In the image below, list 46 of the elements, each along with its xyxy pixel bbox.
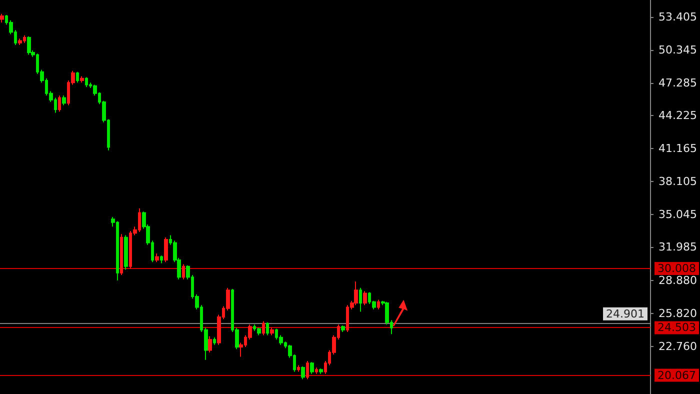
y-tick-label: 38.105: [658, 174, 698, 188]
y-tick-label: 25.820: [658, 307, 698, 320]
candlestick: [213, 336, 216, 346]
candlestick: [315, 366, 318, 374]
candlestick: [306, 360, 309, 380]
ref-line-label: 24.901: [606, 307, 645, 320]
candlestick: [160, 255, 163, 264]
candlestick: [354, 280, 358, 306]
candlestick: [124, 234, 128, 270]
candlestick: [80, 76, 84, 84]
y-tick-label: 50.345: [658, 43, 698, 56]
candlestick: [155, 253, 159, 263]
y-tick-label: 41.165: [658, 142, 698, 156]
candlestick: [319, 368, 323, 374]
candlestick: [310, 362, 314, 374]
y-tick-label: 53.405: [658, 10, 698, 24]
candlestick: [270, 327, 274, 336]
ref-line-label: 24.503: [658, 321, 696, 334]
candlestick: [58, 95, 61, 112]
candlestick: [0, 13, 4, 23]
candlestick: [266, 322, 269, 336]
candlestick: [363, 290, 367, 306]
candlestick: [341, 325, 345, 332]
candlestick: [359, 287, 362, 312]
y-tick-label: 31.985: [658, 240, 698, 254]
candlestick: [208, 336, 212, 353]
y-tick-label: 22.760: [658, 340, 698, 353]
candlestick: [120, 234, 123, 276]
candlestick: [85, 76, 88, 88]
ref-line-label: 30.008: [658, 262, 696, 275]
candlestick: [18, 38, 22, 46]
candlestick: [257, 327, 261, 336]
candlestick: [164, 236, 168, 263]
y-tick-label: 47.285: [658, 76, 698, 90]
y-tick-label: 28.880: [658, 274, 698, 288]
candlestick: [262, 320, 265, 336]
candlestick: [297, 364, 300, 372]
candlestick: [76, 71, 79, 84]
candlestick: [27, 36, 31, 56]
candlestick: [182, 264, 185, 280]
candlestick: [62, 95, 66, 106]
candlestick: [301, 366, 305, 380]
y-tick-label: 35.045: [658, 208, 698, 221]
ref-line-label: 20.067: [658, 368, 696, 382]
y-tick-label: 44.225: [658, 109, 698, 122]
candlestick: [377, 299, 380, 310]
